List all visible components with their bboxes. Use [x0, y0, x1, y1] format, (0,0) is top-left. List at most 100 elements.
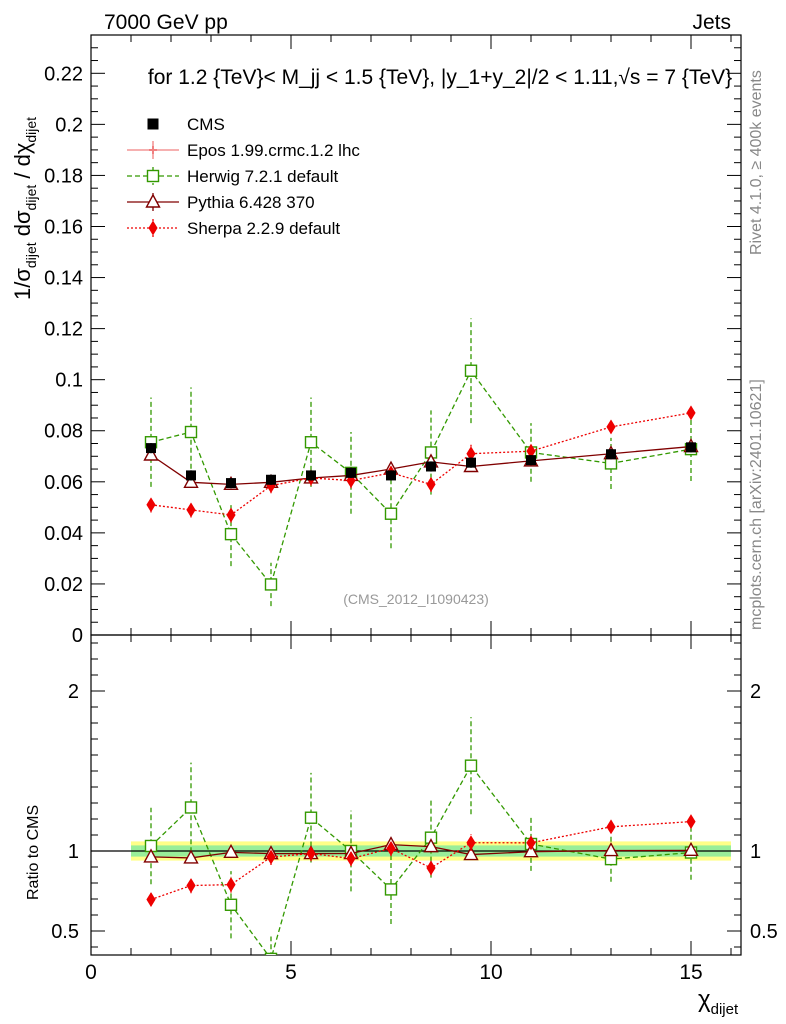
ratio-axis-label: Ratio to CMS [25, 805, 42, 900]
x-tick-label: 5 [285, 961, 297, 984]
side-label-mcplots: mcplots.cern.ch [arXiv:2401.10621] [748, 379, 765, 630]
cms-point [686, 442, 696, 453]
header-right: Jets [692, 11, 731, 34]
herwig-point [264, 578, 278, 591]
herwig-point [604, 457, 618, 470]
cms-point [606, 449, 616, 460]
herwig-point [464, 364, 478, 377]
pythia-ratio-point [683, 841, 699, 857]
herwig-ratio-point [304, 811, 318, 824]
plot-title: for 1.2 {TeV}< M_jj < 1.5 {TeV}, |y_1+y_… [148, 66, 732, 89]
cms-point [266, 474, 276, 485]
pythia-ratio-point [523, 843, 539, 858]
x-tick-label: 15 [679, 961, 702, 984]
y-tick-label: 0 [72, 625, 83, 647]
herwig-ratio-point [184, 801, 198, 814]
legend-label-sherpa: Sherpa 2.2.9 default [187, 219, 340, 238]
sherpa-ratio-point [526, 835, 536, 851]
sherpa-point [186, 502, 196, 518]
sherpa-ratio-point [146, 892, 156, 907]
y-tick-label: 0.04 [44, 523, 83, 545]
cms-point [526, 455, 536, 466]
legend: CMS Epos 1.99.crmc.1.2 lhc Herwig 7.2.1 de… [127, 115, 360, 238]
y-axis-label: 1/σdijet dσdijet / dχdijet [10, 117, 39, 300]
herwig-ratio-point [384, 883, 398, 896]
cms-point [386, 470, 396, 481]
herwig-ratio-point [224, 898, 238, 911]
ratio-frame [90, 634, 742, 956]
legend-label-herwig: Herwig 7.2.1 default [187, 167, 338, 186]
sherpa-ratio-point [686, 814, 696, 830]
sherpa-point [426, 476, 436, 492]
legend-label-epos: Epos 1.99.crmc.1.2 lhc [187, 141, 360, 160]
cms-point [226, 478, 236, 489]
y-tick-label: 0.12 [44, 319, 83, 341]
pythia-point [143, 446, 159, 461]
pythia-ratio-line [150, 843, 692, 859]
header-left: 7000 GeV pp [104, 11, 228, 34]
ratio-tick-label-right: 0.5 [750, 921, 778, 943]
ratio-tick-label: 0.5 [51, 921, 79, 943]
sherpa-ratio-point [606, 819, 616, 835]
pythia-ratio-point [463, 846, 479, 861]
herwig-line [150, 369, 692, 586]
legend-marker-pythia [145, 193, 161, 208]
x-tick-label: 0 [85, 961, 97, 984]
y-tick-label: 0.18 [44, 165, 83, 187]
cms-point [146, 443, 156, 454]
y-tick-label: 0.1 [55, 370, 83, 392]
series-ratio [143, 717, 699, 955]
pythia-point [183, 473, 199, 489]
ratio-tick-label-right: 1 [750, 841, 761, 863]
sherpa-point [686, 405, 696, 421]
sherpa-point [146, 497, 156, 513]
sherpa-line [150, 412, 692, 516]
sherpa-ratio-point [226, 877, 236, 893]
y-tick-label: 0.02 [44, 574, 83, 596]
pythia-line [150, 445, 692, 486]
herwig-point [184, 425, 198, 439]
x-tick-label: 10 [479, 961, 502, 984]
sherpa-ratio-point [306, 846, 316, 862]
y-tick-label: 0.14 [44, 268, 83, 290]
cms-point [306, 470, 316, 481]
sherpa-point [606, 419, 616, 435]
pythia-ratio-point [603, 842, 619, 857]
herwig-point [224, 527, 238, 541]
ratio-tick-label-right: 2 [750, 681, 761, 703]
pythia-ratio-point [183, 849, 199, 864]
x-axis-label: χdijet [698, 986, 739, 1018]
y-tick-label: 0.08 [44, 421, 83, 443]
legend-marker-sherpa [148, 220, 158, 236]
sherpa-ratio-point [426, 860, 436, 876]
sherpa-ratio-point [466, 835, 476, 851]
analysis-watermark: (CMS_2012_I1090423) [343, 591, 489, 607]
sherpa-point [226, 507, 236, 523]
herwig-ratio-point [464, 759, 478, 772]
legend-marker-herwig [146, 169, 160, 183]
sherpa-ratio-line [150, 820, 692, 901]
cms-point [426, 461, 436, 472]
legend-marker-epos [149, 146, 157, 154]
cms-point [466, 457, 476, 468]
pythia-ratio-point [423, 838, 439, 853]
y-tick-label: 0.06 [44, 472, 83, 494]
legend-marker-cms [147, 118, 159, 130]
cms-point [346, 467, 356, 478]
herwig-point [304, 436, 318, 449]
pythia-ratio-point [143, 848, 159, 863]
sherpa-ratio-point [386, 840, 396, 856]
y-tick-label: 0.22 [44, 63, 83, 85]
pythia-ratio-point [223, 843, 239, 859]
legend-label-pythia: Pythia 6.428 370 [187, 193, 315, 212]
cms-point [186, 470, 196, 481]
ratio-panel: 0 5 10 15 0.5 0.5 1 1 2 2 [51, 634, 778, 984]
y-tick-label: 0.16 [44, 216, 83, 238]
sherpa-ratio-point [266, 849, 276, 865]
y-tick-label: 0.2 [55, 114, 83, 136]
ratio-tick-label: 1 [68, 841, 79, 863]
herwig-point [384, 507, 398, 520]
legend-label-cms: CMS [187, 115, 225, 134]
series-main [143, 318, 699, 607]
